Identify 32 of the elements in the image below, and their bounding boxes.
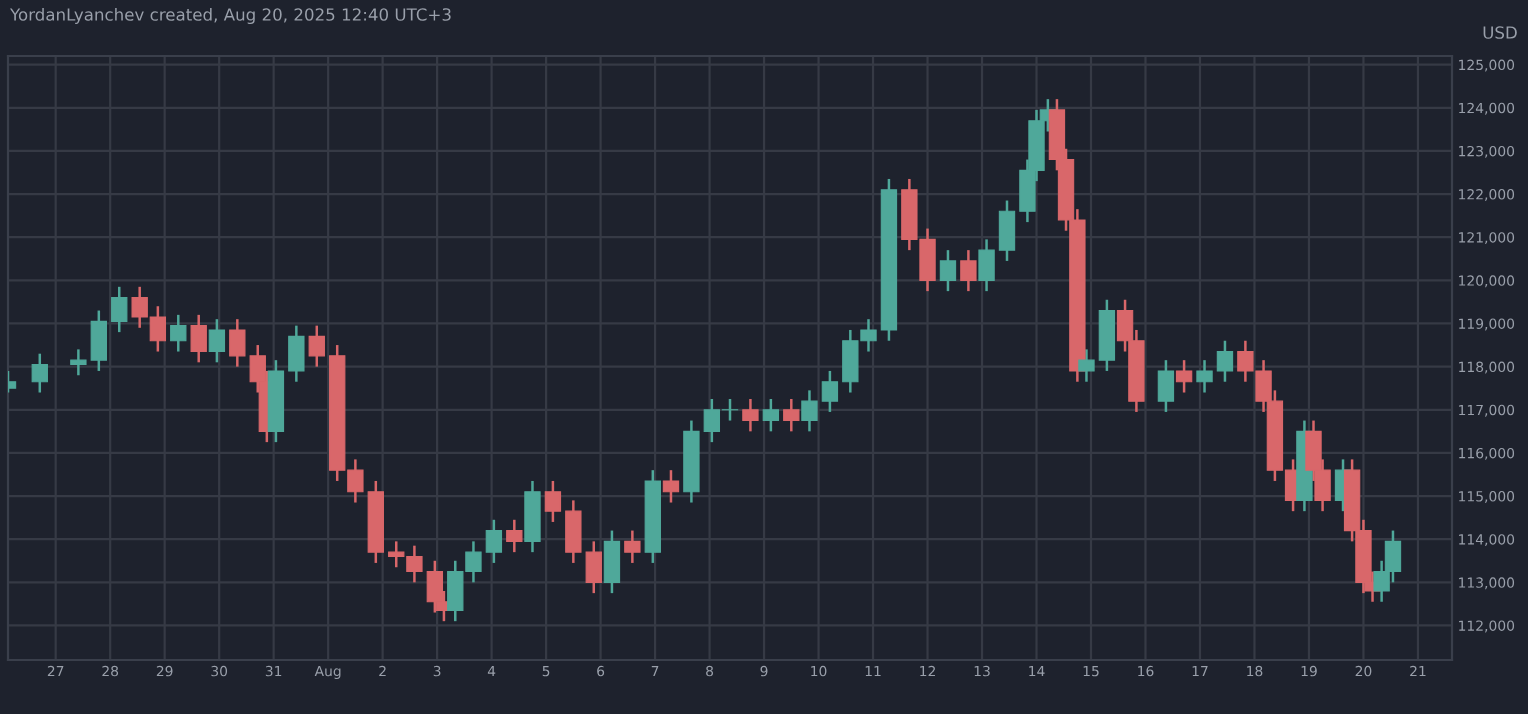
candlestick <box>111 285 128 334</box>
candlestick <box>308 324 325 368</box>
candlestick <box>485 518 503 565</box>
candlestick <box>801 389 818 433</box>
candlestick <box>1175 358 1193 394</box>
chart-title: YordanLyanchev created, Aug 20, 2025 12:40 UTC+3 <box>9 7 451 25</box>
candlestick <box>1078 348 1095 383</box>
candlestick <box>1157 358 1175 414</box>
candlestick <box>190 313 207 364</box>
candlestick <box>1196 358 1213 394</box>
candlestick <box>624 529 641 565</box>
candlestick <box>998 199 1016 263</box>
candlestick <box>506 518 523 554</box>
candlestick <box>762 397 780 433</box>
candlestick <box>1216 339 1234 383</box>
candlestick <box>426 559 444 614</box>
candlestick <box>939 248 957 293</box>
candlestick <box>288 324 305 383</box>
candlestick <box>742 397 759 433</box>
candlestick <box>90 309 108 373</box>
candlestick <box>31 352 48 394</box>
y-axis-title: USD <box>1483 26 1517 39</box>
candlestick <box>544 479 562 524</box>
candlestick <box>70 348 87 377</box>
candlestick <box>662 468 680 504</box>
candlestick <box>783 397 800 433</box>
candlestick <box>960 248 977 293</box>
candlestick <box>208 317 226 364</box>
candlestick <box>821 369 839 414</box>
candlestick <box>170 313 187 353</box>
candlestick <box>978 238 995 293</box>
candlestick <box>603 529 621 595</box>
